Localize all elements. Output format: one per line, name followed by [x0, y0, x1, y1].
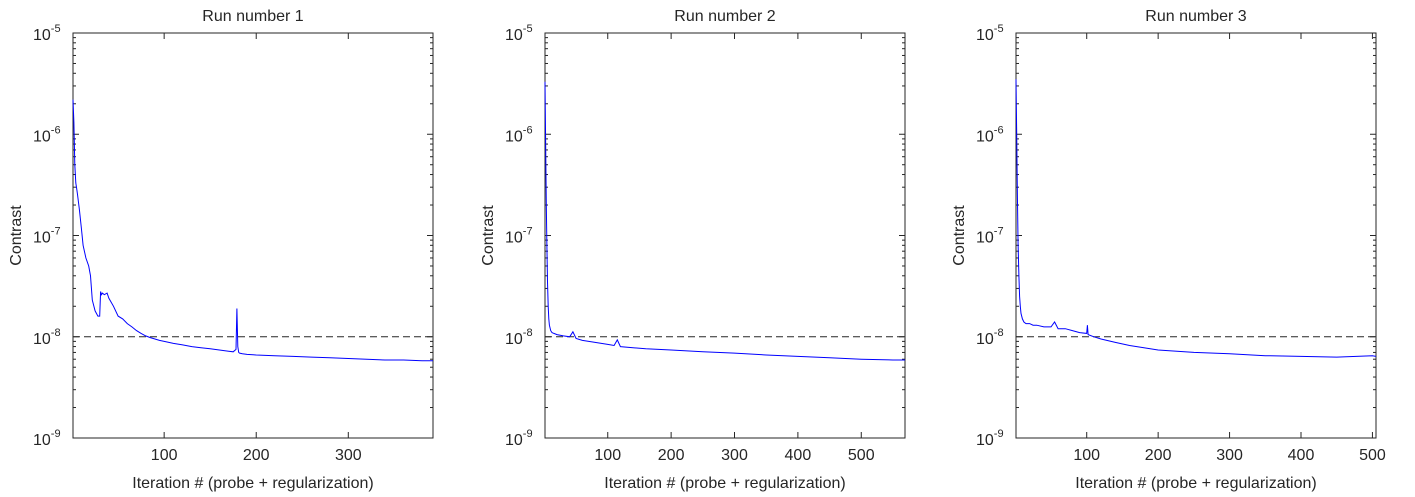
plot-area — [72, 32, 434, 439]
x-tick-label: 200 — [658, 447, 685, 464]
chart-panel-1: 10-9 10-8 10-7 10-6 10-5 100 200 300 Run number … — [8, 8, 434, 492]
y-tick-label: 10-5 — [33, 23, 61, 44]
y-tick-label: 10-7 — [33, 226, 61, 247]
x-axis-label: Iteration # (probe + regularization) — [604, 475, 845, 492]
x-tick-label: 200 — [1145, 447, 1172, 464]
plot-area — [544, 32, 906, 439]
y-tick-label: 10-8 — [505, 327, 533, 348]
x-tick-label: 400 — [785, 447, 812, 464]
x-tick-label: 300 — [335, 447, 362, 464]
plot-area — [1015, 32, 1377, 439]
y-tick-label: 10-7 — [505, 226, 533, 247]
y-tick-label: 10-5 — [505, 23, 533, 44]
x-tick-label: 500 — [1359, 447, 1386, 464]
chart-title: Run number 2 — [674, 8, 775, 25]
x-tick-label: 400 — [1288, 447, 1315, 464]
x-axis-label: Iteration # (probe + regularization) — [132, 475, 373, 492]
chart-panel-2: 10-9 10-8 10-7 10-6 10-5 100 200 300 400 500 Run n… — [480, 8, 906, 492]
x-tick-label: 300 — [1216, 447, 1243, 464]
y-tick-label: 10-6 — [33, 124, 61, 145]
chart-title: Run number 1 — [202, 8, 303, 25]
y-tick-label: 10-9 — [976, 428, 1004, 449]
series-line — [72, 99, 433, 362]
x-tick-label: 500 — [848, 447, 875, 464]
x-tick-label: 300 — [721, 447, 748, 464]
y-tick-label: 10-6 — [976, 124, 1004, 145]
chart-title: Run number 3 — [1145, 8, 1246, 25]
x-tick-label: 100 — [1073, 447, 1100, 464]
y-tick-label: 10-7 — [976, 226, 1004, 247]
y-tick-label: 10-9 — [505, 428, 533, 449]
x-tick-label: 200 — [243, 447, 270, 464]
y-tick-label: 10-8 — [976, 327, 1004, 348]
y-tick-label: 10-8 — [33, 327, 61, 348]
y-tick-label: 10-6 — [505, 124, 533, 145]
x-tick-label: 100 — [151, 447, 178, 464]
y-axis-label: Contrast — [480, 205, 497, 266]
x-axis-label: Iteration # (probe + regularization) — [1075, 475, 1316, 492]
y-tick-label: 10-5 — [976, 23, 1004, 44]
chart-panel-3: 10-9 10-8 10-7 10-6 10-5 100 200 300 400 500 Run n… — [951, 8, 1386, 492]
series-line — [544, 81, 905, 361]
y-tick-label: 10-9 — [33, 428, 61, 449]
series-line — [1015, 79, 1377, 358]
y-axis-label: Contrast — [8, 205, 25, 266]
x-tick-label: 100 — [594, 447, 621, 464]
y-axis-label: Contrast — [951, 205, 968, 266]
